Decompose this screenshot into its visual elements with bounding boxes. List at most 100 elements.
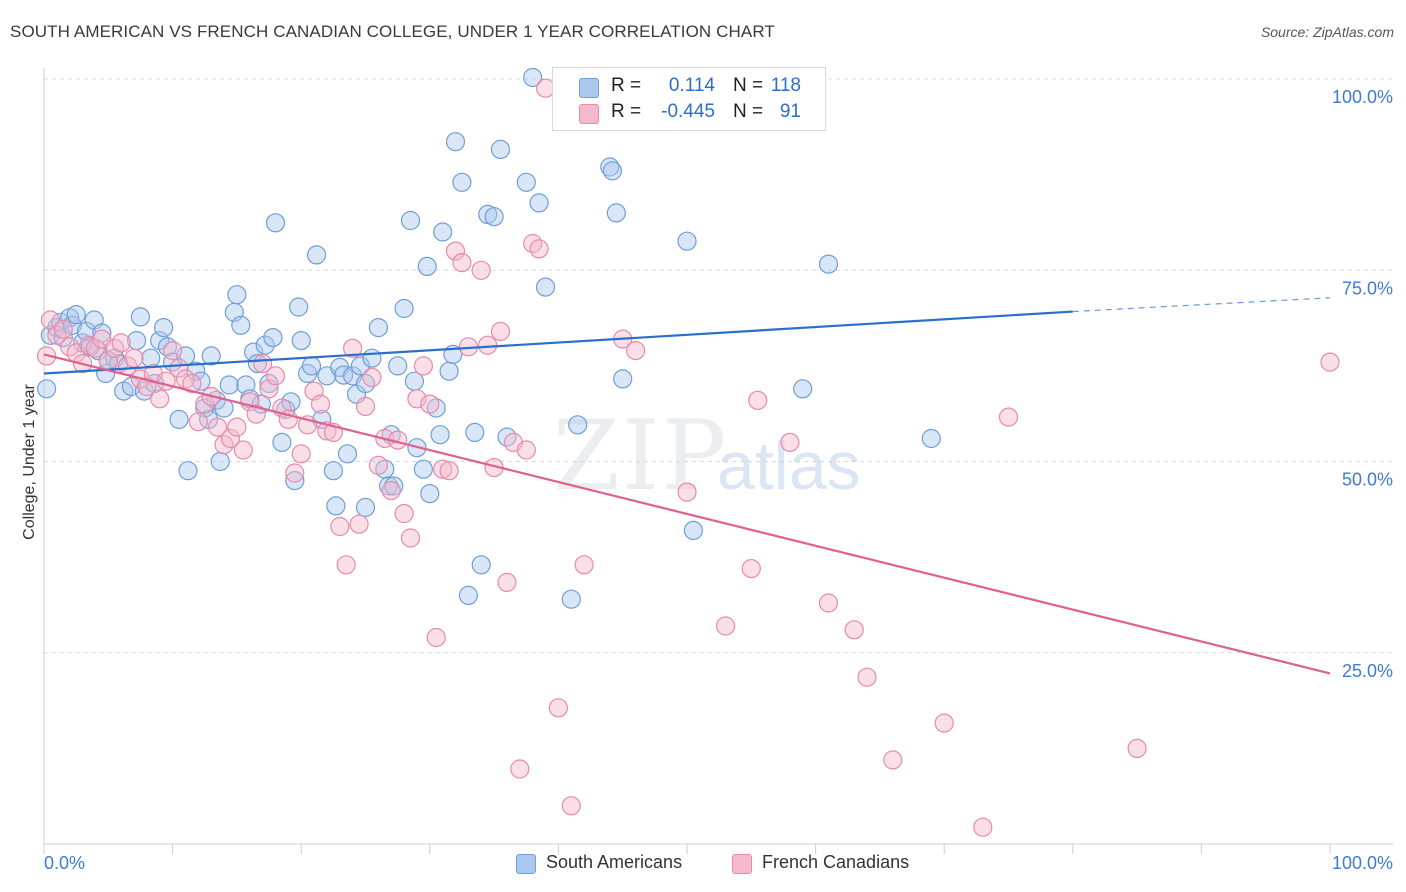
data-point-french-canadian [355, 396, 376, 416]
data-point-french-canadian [510, 759, 530, 779]
data-point-south-american [516, 172, 536, 192]
legend-n-value: 118 [770, 75, 801, 96]
trend-line-french-canadians [43, 353, 1331, 675]
data-point-south-american [289, 297, 309, 317]
series-french-canadians [36, 78, 1340, 837]
bottom-legend-label: South Americans [546, 852, 683, 872]
data-point-french-canadian [677, 482, 697, 502]
data-point-south-american [157, 337, 178, 357]
data-point-french-canadian [246, 404, 266, 424]
legend-swatch-blue [579, 78, 599, 98]
data-point-south-american [255, 335, 275, 355]
data-point-south-american [285, 471, 305, 491]
data-point-south-american [677, 231, 697, 251]
bottom-legend-swatch-pink [732, 854, 752, 874]
data-point-south-american [568, 415, 588, 435]
data-point-french-canadian [973, 817, 993, 837]
data-point-south-american [433, 222, 453, 242]
data-point-south-american [265, 213, 286, 233]
data-point-french-canadian [998, 407, 1019, 427]
data-point-south-american [561, 589, 581, 609]
data-point-french-canadian [220, 428, 241, 449]
data-point-south-american [465, 422, 485, 442]
data-point-french-canadian [1320, 352, 1340, 372]
data-point-south-american [259, 373, 279, 394]
data-point-south-american [497, 427, 517, 447]
data-point-south-american [355, 497, 376, 517]
data-point-french-canadian [420, 394, 440, 414]
data-point-south-american [445, 132, 466, 152]
data-point-french-canadian [381, 481, 401, 501]
axes [43, 68, 1393, 854]
data-point-south-american [130, 307, 150, 327]
legend-swatch-pink [579, 104, 599, 124]
data-point-south-american [368, 318, 388, 338]
y-tick-label: 25.0% [1342, 661, 1393, 681]
tick-labels: 100.0% 75.0% 50.0% 25.0% 0.0% 100.0% [44, 87, 1393, 873]
data-point-french-canadian [445, 241, 466, 261]
data-point-south-american [186, 361, 206, 381]
data-point-french-canadian [561, 796, 581, 816]
data-point-south-american [535, 277, 556, 297]
data-point-french-canadian [844, 620, 864, 640]
data-point-south-american [613, 369, 633, 389]
data-point-south-american [793, 379, 813, 399]
legend-n-label: N = [733, 101, 764, 122]
data-point-french-canadian [715, 616, 736, 636]
data-point-south-american [471, 555, 491, 575]
data-point-french-canadian [497, 572, 517, 593]
data-point-french-canadian [741, 558, 761, 579]
x-tick-label: 100.0% [1332, 853, 1393, 873]
watermark-atlas: atlas [717, 428, 861, 504]
data-point-south-american [337, 444, 358, 464]
source-credit: Source: ZipAtlas.com [1260, 24, 1394, 40]
data-point-french-canadian [471, 260, 491, 280]
data-point-french-canadian [529, 239, 549, 259]
data-point-south-american [323, 461, 343, 481]
data-point-french-canadian [163, 341, 183, 361]
data-point-french-canadian [336, 555, 356, 575]
data-point-french-canadian [439, 461, 459, 481]
legend-row-french-canadians: R = -0.445 N = 91 [553, 101, 825, 127]
legend-row-south-americans: R = 0.114 N = 118 [553, 75, 825, 101]
data-point-south-american [683, 520, 704, 541]
data-point-south-american [362, 348, 382, 368]
data-point-south-american [458, 585, 478, 606]
data-point-south-american [529, 193, 549, 213]
data-point-south-american [169, 409, 189, 429]
data-point-south-american [210, 451, 230, 472]
y-axis-label: College, Under 1 year [21, 384, 38, 540]
data-point-south-american [420, 484, 440, 504]
data-point-french-canadian [523, 233, 543, 254]
data-point-french-canadian [182, 373, 202, 394]
data-point-south-american [523, 67, 543, 88]
data-point-french-canadian [368, 455, 388, 475]
data-point-south-american [291, 331, 311, 351]
data-point-french-canadian [233, 440, 253, 460]
data-point-french-canadian [426, 627, 446, 648]
data-point-french-canadian [53, 319, 73, 339]
data-point-french-canadian [310, 394, 331, 414]
data-point-south-american [66, 305, 86, 325]
data-point-french-canadian [349, 514, 369, 534]
data-point-south-american [606, 203, 626, 223]
data-point-south-american [178, 461, 198, 481]
trend-lines [43, 297, 1331, 675]
data-point-french-canadian [574, 555, 594, 575]
data-point-south-american [301, 356, 322, 376]
y-tick-label: 100.0% [1332, 87, 1393, 107]
data-point-french-canadian [433, 459, 453, 479]
data-point-south-american [231, 315, 251, 335]
data-point-french-canadian [150, 389, 170, 409]
data-point-south-american [326, 496, 346, 516]
legend-r-label: R = [611, 75, 642, 96]
data-point-french-canadian [452, 253, 472, 273]
data-point-french-canadian [265, 366, 286, 386]
data-point-french-canadian [934, 713, 954, 733]
data-point-french-canadian [208, 417, 228, 437]
data-point-french-canadian [490, 321, 511, 341]
data-point-french-canadian [748, 390, 768, 410]
data-point-french-canadian [343, 338, 363, 358]
data-point-french-canadian [857, 667, 877, 687]
